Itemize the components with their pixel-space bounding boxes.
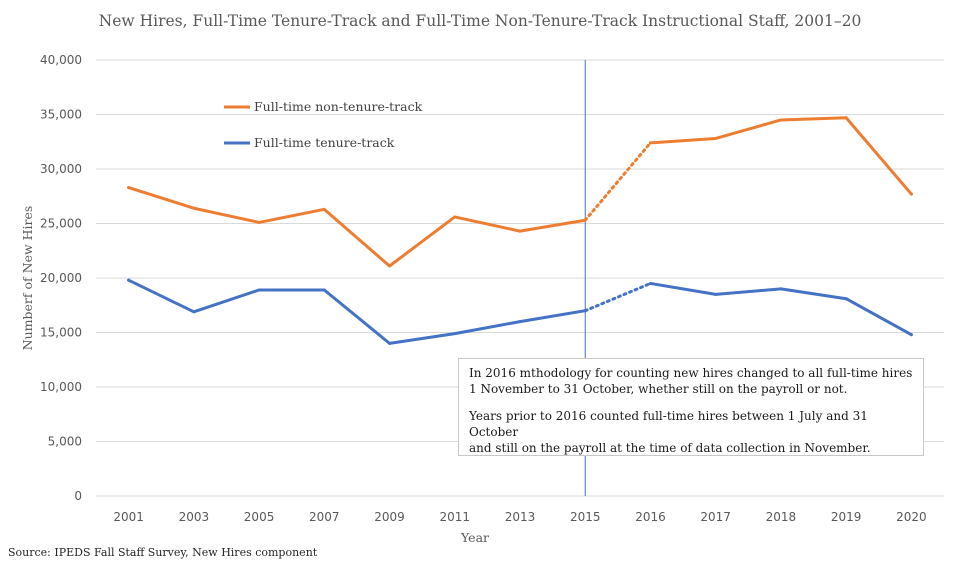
x-tick-label: 2015 xyxy=(570,510,601,524)
note-line-2: 1 November to 31 October, whether still … xyxy=(469,382,848,396)
data-point-full-time-tenure-track xyxy=(388,341,392,345)
data-point-full-time-tenure-track xyxy=(453,332,457,336)
data-point-full-time-non-tenure-track xyxy=(779,118,783,122)
data-point-full-time-tenure-track xyxy=(583,309,587,313)
y-tick-label: 25,000 xyxy=(40,217,82,231)
x-tick-label: 2020 xyxy=(896,510,927,524)
series-line-full-time-tenure-track-before-2016 xyxy=(127,278,587,345)
data-point-full-time-non-tenure-track xyxy=(453,215,457,219)
data-point-full-time-non-tenure-track xyxy=(714,136,718,140)
data-point-full-time-tenure-track xyxy=(714,292,718,296)
source-note: Source: IPEDS Fall Staff Survey, New Hir… xyxy=(8,546,318,559)
x-tick-label: 2011 xyxy=(439,510,470,524)
x-tick-label: 2009 xyxy=(374,510,405,524)
data-point-full-time-tenure-track xyxy=(192,310,196,314)
data-point-full-time-non-tenure-track xyxy=(844,116,848,120)
y-tick-label: 5,000 xyxy=(48,435,82,449)
x-tick-label: 2016 xyxy=(635,510,666,524)
x-tick-label: 2003 xyxy=(179,510,210,524)
data-point-full-time-tenure-track xyxy=(648,281,652,285)
data-point-full-time-non-tenure-track xyxy=(518,229,522,233)
legend-label-full-time-non-tenure-track: Full-time non-tenure-track xyxy=(254,99,423,114)
legend-label-full-time-tenure-track: Full-time tenure-track xyxy=(254,135,395,150)
note-line-4: and still on the payroll at the time of … xyxy=(469,441,871,455)
data-point-full-time-tenure-track xyxy=(909,333,913,337)
series-line-full-time-non-tenure-track-from-2016 xyxy=(648,116,913,196)
data-point-full-time-non-tenure-track xyxy=(583,218,587,222)
x-tick-label: 2019 xyxy=(831,510,862,524)
data-point-full-time-non-tenure-track xyxy=(322,207,326,211)
y-tick-label: 10,000 xyxy=(40,380,82,394)
y-tick-label: 20,000 xyxy=(40,271,82,285)
data-point-full-time-non-tenure-track xyxy=(909,192,913,196)
data-point-full-time-non-tenure-track xyxy=(648,141,652,145)
series-line-full-time-non-tenure-track-transition xyxy=(583,141,652,222)
y-tick-label: 30,000 xyxy=(40,162,82,176)
axes: 0 5,000 10,000 15,000 20,000 25,000 30,000 35,0… xyxy=(20,53,927,545)
note-line-3: Years prior to 2016 counted full-time hi… xyxy=(469,409,868,439)
y-tick-label: 15,000 xyxy=(40,326,82,340)
x-tick-label: 2013 xyxy=(505,510,536,524)
data-point-full-time-tenure-track xyxy=(518,320,522,324)
y-tick-label: 40,000 xyxy=(40,53,82,67)
legend: Full-time non-tenure-track Full-time tenu… xyxy=(224,99,423,150)
data-point-full-time-tenure-track xyxy=(844,297,848,301)
data-point-full-time-tenure-track xyxy=(779,287,783,291)
series-line-full-time-tenure-track-transition xyxy=(583,281,652,313)
note-line-1: In 2016 mthodology for counting new hire… xyxy=(469,366,913,380)
y-tick-label: 35,000 xyxy=(40,108,82,122)
x-axis-title: Year xyxy=(460,530,489,545)
x-tick-label: 2005 xyxy=(244,510,275,524)
series-lines xyxy=(127,116,913,345)
data-point-full-time-non-tenure-track xyxy=(192,206,196,210)
x-tick-label: 2018 xyxy=(766,510,797,524)
data-point-full-time-tenure-track xyxy=(127,278,131,282)
y-axis-title: Numberf of New Hires xyxy=(20,206,35,351)
series-line-full-time-non-tenure-track-before-2016 xyxy=(127,186,587,268)
chart-title: New Hires, Full-Time Tenure-Track and Fu… xyxy=(98,12,862,30)
data-point-full-time-tenure-track xyxy=(257,288,261,292)
x-tick-label: 2017 xyxy=(700,510,731,524)
methodology-note: In 2016 mthodology for counting new hire… xyxy=(458,358,924,456)
x-tick-label: 2001 xyxy=(113,510,144,524)
data-point-full-time-non-tenure-track xyxy=(127,186,131,190)
x-tick-label: 2007 xyxy=(309,510,340,524)
data-point-full-time-non-tenure-track xyxy=(257,220,261,224)
data-point-full-time-tenure-track xyxy=(322,288,326,292)
y-tick-label: 0 xyxy=(74,489,82,503)
series-line-full-time-tenure-track-from-2016 xyxy=(648,281,913,337)
data-point-full-time-non-tenure-track xyxy=(388,264,392,268)
